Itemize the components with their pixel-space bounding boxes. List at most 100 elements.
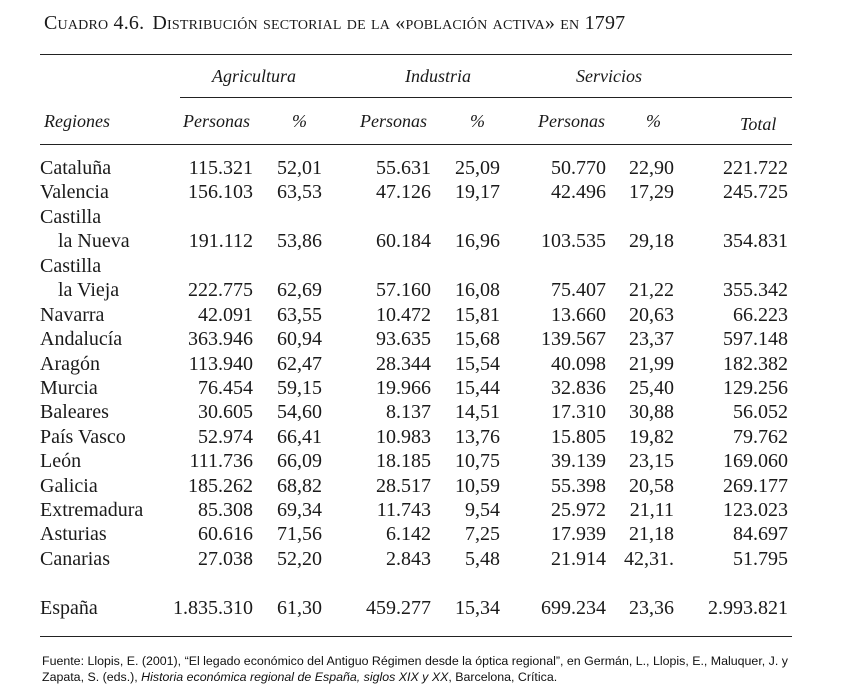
agr-pct-cell: 69,34 bbox=[277, 499, 322, 522]
ser-pct-cell: 29,18 bbox=[629, 230, 674, 253]
region-cell: Castilla la Nueva bbox=[40, 205, 160, 254]
agr-persons-cell: 85.308 bbox=[198, 499, 253, 522]
ind-pct-cell: 15,68 bbox=[455, 328, 500, 351]
total-cell: 354.831 bbox=[723, 230, 788, 253]
col-header-ind-persons: Personas bbox=[360, 111, 427, 131]
agr-pct-cell: 52,01 bbox=[277, 157, 322, 179]
ind-persons-cell: 55.631 bbox=[376, 157, 431, 179]
ser-pct-cell: 42,31. bbox=[624, 547, 674, 570]
region-name: Castilla bbox=[40, 206, 102, 228]
total-cell: 182.382 bbox=[723, 352, 788, 375]
ser-persons-cell: 75.407 bbox=[551, 279, 606, 302]
table-row: Murcia 76.454 59,15 19.966 15,44 32.836 25,40 1… bbox=[40, 376, 788, 400]
total-cell: 2.993.821 bbox=[708, 596, 788, 619]
table-row: Castilla la Nueva 191.112 53,86 60.184 16,96 1… bbox=[40, 205, 788, 254]
table-row: Extremadura 85.308 69,34 11.743 9,54 25.972 21… bbox=[40, 498, 788, 522]
ind-pct-cell: 10,59 bbox=[455, 474, 500, 497]
agr-pct-cell: 71,56 bbox=[277, 523, 322, 546]
total-row: España 1.835.310 61,30 459.277 15,34 699.234 2… bbox=[40, 571, 788, 620]
agr-persons-cell: 363.946 bbox=[188, 328, 253, 351]
ser-persons-cell: 39.139 bbox=[551, 450, 606, 473]
agr-pct-cell: 63,53 bbox=[277, 181, 322, 204]
total-cell: 66.223 bbox=[733, 303, 788, 326]
region-name: España bbox=[40, 596, 98, 619]
total-cell: 129.256 bbox=[723, 377, 788, 400]
ser-pct-cell: 30,88 bbox=[629, 401, 674, 424]
table-title: Cuadro 4.6. Distribución sectorial de la … bbox=[44, 12, 625, 35]
table-number: Cuadro 4.6. bbox=[44, 12, 145, 34]
total-cell: 84.697 bbox=[733, 523, 788, 546]
agr-pct-cell: 60,94 bbox=[277, 328, 322, 351]
ind-pct-cell: 13,76 bbox=[455, 425, 500, 448]
ind-pct-cell: 14,51 bbox=[455, 401, 500, 424]
table-row: Navarra 42.091 63,55 10.472 15,81 13.660 20,63… bbox=[40, 303, 788, 327]
top-rule bbox=[40, 54, 792, 55]
table-row: Asturias 60.616 71,56 6.142 7,25 17.939 21,18 8… bbox=[40, 522, 788, 546]
agr-persons-cell: 156.103 bbox=[188, 181, 253, 204]
total-cell: 221.722 bbox=[723, 157, 788, 179]
col-header-ind-pct: % bbox=[470, 111, 485, 131]
total-cell: 51.795 bbox=[733, 547, 788, 570]
agr-pct-cell: 66,09 bbox=[277, 450, 322, 473]
total-cell: 269.177 bbox=[723, 474, 788, 497]
agr-pct-cell: 54,60 bbox=[277, 401, 322, 424]
total-cell: 169.060 bbox=[723, 450, 788, 473]
table-row: Cataluña 115.321 52,01 55.631 25,09 50.770 22,… bbox=[40, 156, 788, 180]
total-cell: 79.762 bbox=[733, 425, 788, 448]
ser-persons-cell: 21.914 bbox=[551, 547, 606, 570]
ind-persons-cell: 459.277 bbox=[366, 596, 431, 619]
table-row: País Vasco 52.974 66,41 10.983 13,76 15.805 19… bbox=[40, 425, 788, 449]
col-header-region: Regiones bbox=[44, 111, 110, 131]
ser-pct-cell: 21,22 bbox=[629, 279, 674, 302]
col-header-ser-persons: Personas bbox=[538, 111, 605, 131]
agr-pct-cell: 59,15 bbox=[277, 377, 322, 400]
agr-persons-cell: 111.736 bbox=[189, 450, 253, 473]
region-name: Cataluña bbox=[40, 157, 112, 179]
table-row: Galicia 185.262 68,82 28.517 10,59 55.398 20,5… bbox=[40, 474, 788, 498]
agr-persons-cell: 191.112 bbox=[188, 230, 253, 253]
table-row: León 111.736 66,09 18.185 10,75 39.139 23,15 16… bbox=[40, 449, 788, 473]
region-cell: Aragón bbox=[40, 352, 160, 376]
ind-pct-cell: 19,17 bbox=[455, 181, 500, 204]
ser-pct-cell: 23,37 bbox=[629, 328, 674, 351]
agr-persons-cell: 76.454 bbox=[198, 377, 253, 400]
ser-persons-cell: 50.770 bbox=[551, 157, 606, 179]
ser-pct-cell: 19,82 bbox=[629, 425, 674, 448]
agr-persons-cell: 27.038 bbox=[198, 547, 253, 570]
ser-pct-cell: 22,90 bbox=[629, 157, 674, 179]
ind-persons-cell: 19.966 bbox=[376, 377, 431, 400]
agr-persons-cell: 1.835.310 bbox=[173, 596, 253, 619]
ser-persons-cell: 25.972 bbox=[551, 499, 606, 522]
ser-pct-cell: 23,36 bbox=[629, 596, 674, 619]
data-table: Cataluña 115.321 52,01 55.631 25,09 50.770 22,… bbox=[40, 156, 788, 620]
ser-pct-cell: 20,58 bbox=[629, 474, 674, 497]
ser-pct-cell: 23,15 bbox=[629, 450, 674, 473]
ind-pct-cell: 9,54 bbox=[465, 499, 500, 522]
region-name-continued: la Vieja bbox=[58, 279, 120, 302]
region-name: Aragón bbox=[40, 352, 100, 375]
ser-persons-cell: 32.836 bbox=[551, 377, 606, 400]
table-row: Baleares 30.605 54,60 8.137 14,51 17.310 30,88… bbox=[40, 400, 788, 424]
region-cell: Asturias bbox=[40, 522, 160, 546]
ind-pct-cell: 7,25 bbox=[465, 523, 500, 546]
region-cell: España bbox=[40, 571, 160, 620]
region-cell: Canarias bbox=[40, 547, 160, 571]
ser-persons-cell: 139.567 bbox=[541, 328, 606, 351]
region-name: Castilla bbox=[40, 255, 102, 277]
region-name: Extremadura bbox=[40, 499, 144, 522]
region-name: León bbox=[40, 450, 82, 473]
agr-persons-cell: 30.605 bbox=[198, 401, 253, 424]
agr-pct-cell: 63,55 bbox=[277, 303, 322, 326]
ser-pct-cell: 21,11 bbox=[629, 499, 674, 522]
ind-pct-cell: 16,08 bbox=[455, 279, 500, 302]
col-header-total: Total bbox=[740, 114, 777, 134]
region-cell: País Vasco bbox=[40, 425, 160, 449]
ind-persons-cell: 93.635 bbox=[376, 328, 431, 351]
region-cell: Cataluña bbox=[40, 156, 160, 180]
agr-pct-cell: 52,20 bbox=[277, 547, 322, 570]
table-row: Andalucía 363.946 60,94 93.635 15,68 139.567 2… bbox=[40, 327, 788, 351]
region-name: Asturias bbox=[40, 523, 107, 546]
ser-pct-cell: 20,63 bbox=[629, 303, 674, 326]
ser-persons-cell: 15.805 bbox=[551, 425, 606, 448]
ind-pct-cell: 5,48 bbox=[465, 547, 500, 570]
